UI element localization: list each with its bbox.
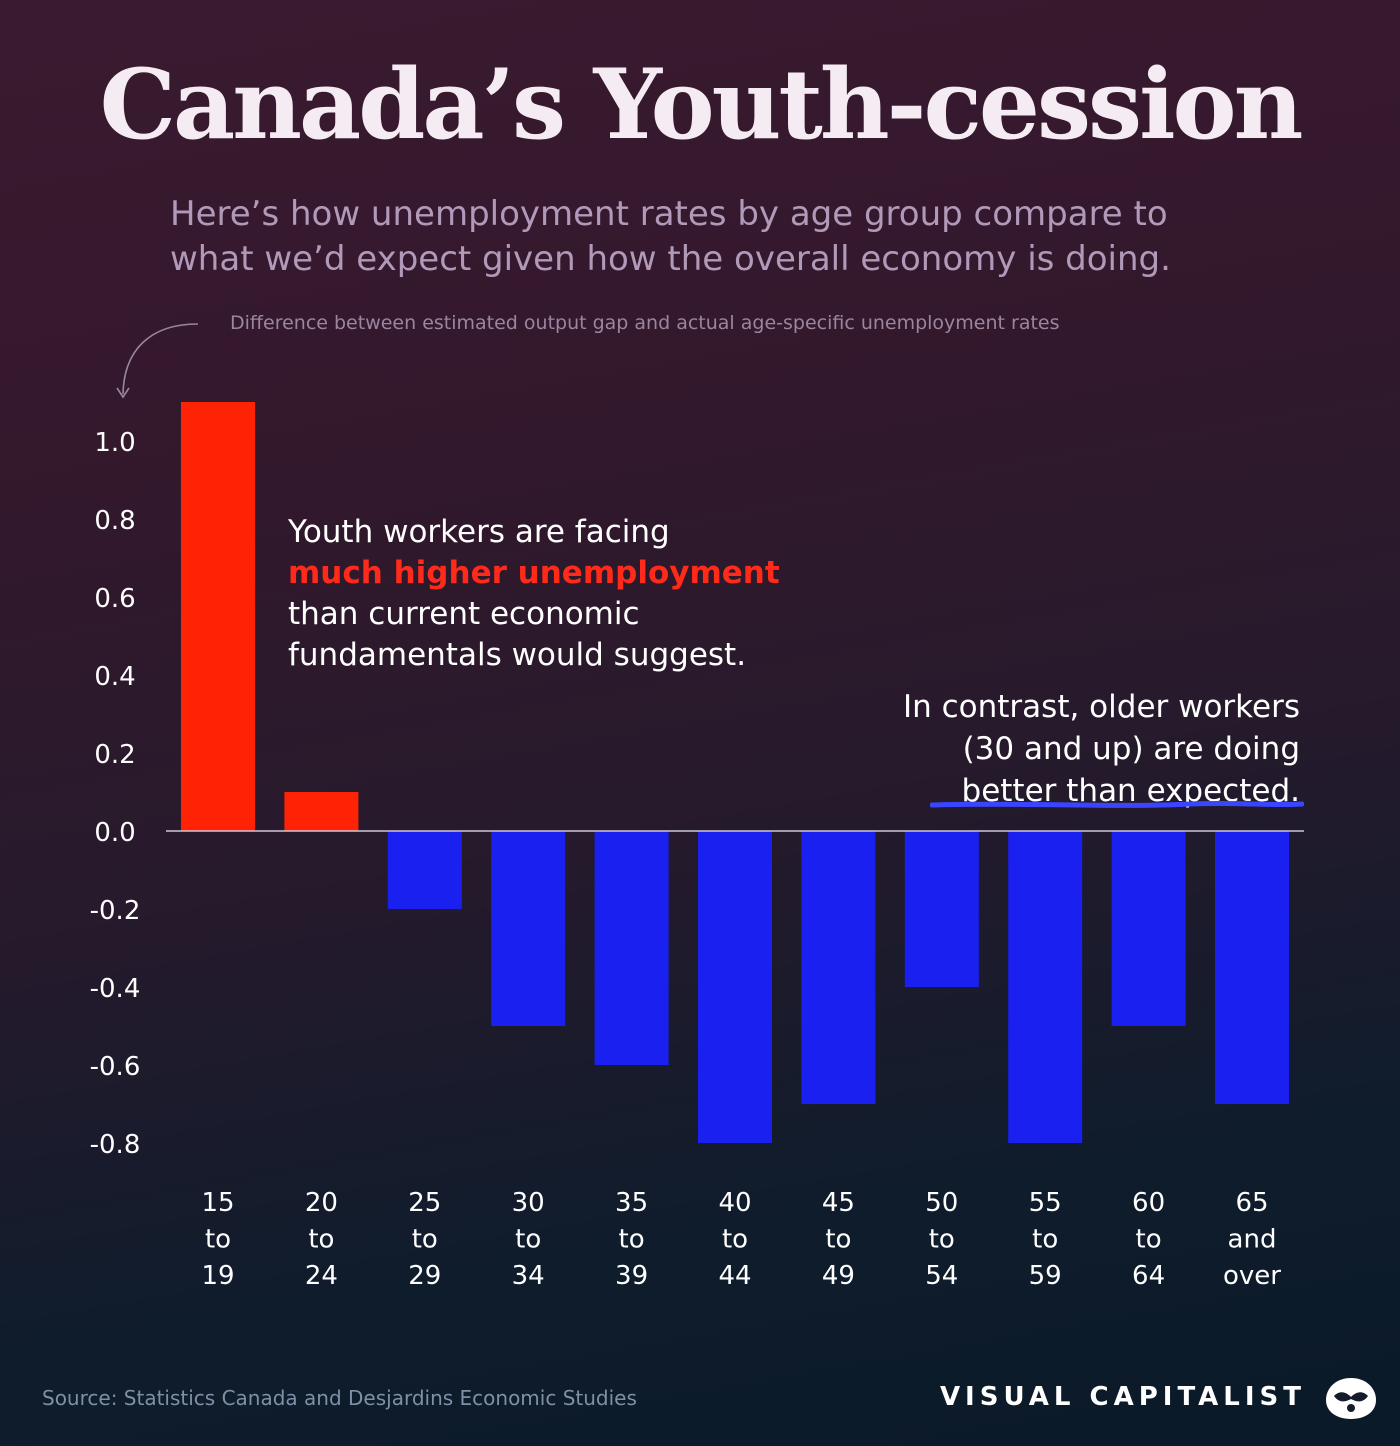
visual-capitalist-logo-icon — [1326, 1378, 1376, 1419]
y-tick-label: -0.6 — [90, 1052, 141, 1082]
older-callout: In contrast, older workers (30 and up) a… — [903, 686, 1300, 812]
y-tick-label: 0.6 — [94, 584, 135, 614]
y-tick-label: 0.4 — [94, 662, 135, 692]
x-tick-label: 25 to 29 — [408, 1188, 441, 1291]
x-tick-label: 45 to 49 — [822, 1188, 855, 1291]
x-tick-label: 20 to 24 — [305, 1188, 338, 1291]
older-callout-line-1: In contrast, older workers — [902, 689, 1300, 725]
brand-wordmark: VISUAL CAPITALIST — [939, 1382, 1306, 1412]
curved-arrow-icon — [116, 323, 199, 399]
x-tick-label: 40 to 44 — [718, 1188, 751, 1291]
youth-callout-highlight: much higher unemployment — [288, 555, 780, 591]
x-tick-label: 15 to 19 — [201, 1188, 234, 1291]
x-tick-label: 35 to 39 — [615, 1188, 648, 1291]
bar — [1215, 831, 1289, 1104]
bar — [594, 831, 669, 1065]
page-title: Canada’s Youth-cession — [99, 48, 1304, 161]
subtitle: Here’s how unemployment rates by age gro… — [170, 192, 1280, 282]
bar — [491, 831, 566, 1026]
x-tick-label: 50 to 54 — [925, 1188, 958, 1291]
x-tick-label: 60 to 64 — [1132, 1188, 1165, 1291]
y-tick-label: 0.8 — [94, 506, 135, 536]
youth-callout-line-1: Youth workers are facing — [288, 514, 670, 550]
y-tick-label: 0.2 — [94, 740, 135, 770]
bar — [1111, 831, 1186, 1026]
y-tick-label: -0.8 — [90, 1130, 141, 1160]
bar — [387, 831, 462, 909]
y-tick-label: -0.2 — [90, 896, 141, 926]
axis-note: Difference between estimated output gap … — [230, 312, 1060, 334]
y-tick-label: 0.0 — [94, 818, 135, 848]
bar — [801, 831, 876, 1104]
youth-callout-line-4: fundamentals would suggest. — [288, 637, 747, 673]
subtitle-line-1: Here’s how unemployment rates by age gro… — [170, 194, 1168, 234]
bar — [1008, 831, 1083, 1143]
older-callout-line-2: (30 and up) are doing — [962, 731, 1300, 767]
youth-callout-line-3: than current economic — [288, 596, 640, 632]
bars — [181, 402, 1289, 1143]
bar — [181, 402, 255, 831]
x-tick-label: 30 to 34 — [512, 1188, 545, 1291]
bar — [698, 831, 772, 1143]
highlight-underline — [930, 800, 1304, 808]
source-note: Source: Statistics Canada and Desjardins… — [42, 1386, 637, 1410]
x-tick-label: 55 to 59 — [1029, 1188, 1062, 1291]
x-axis-labels: 15 to 19 20 to 24 25 to 29 30 to 34 35 to 39 40 to 44 45 to… — [201, 1188, 1281, 1291]
youth-callout: Youth workers are facing much higher une… — [288, 512, 780, 676]
x-tick-label: 65 and over — [1223, 1188, 1281, 1291]
bar — [904, 831, 979, 987]
y-axis-ticks: 1.0 0.8 0.6 0.4 0.2 0.0 -0.2 -0.4 -0.6 -0.8 — [90, 428, 141, 1160]
subtitle-line-2: what we’d expect given how the overall e… — [170, 239, 1171, 279]
y-tick-label: 1.0 — [94, 428, 135, 458]
y-tick-label: -0.4 — [90, 974, 141, 1004]
bar — [284, 792, 359, 831]
